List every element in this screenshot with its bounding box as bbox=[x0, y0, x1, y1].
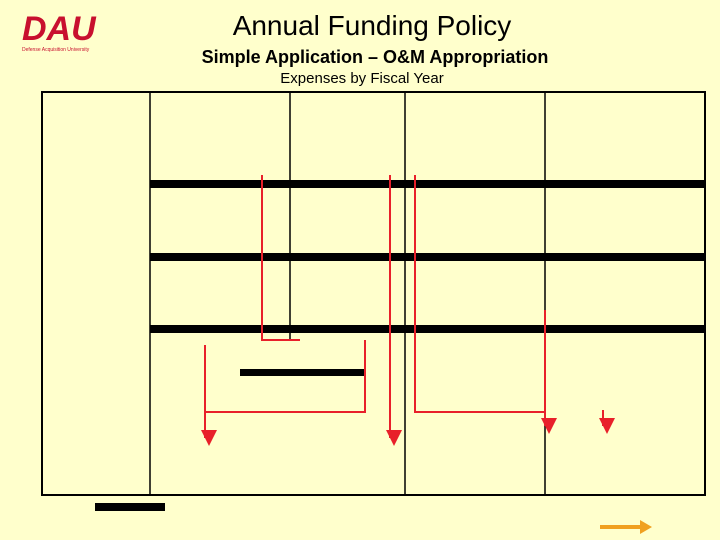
red-lines bbox=[201, 175, 615, 446]
subtitle: Simple Application – O&M Appropriation bbox=[201, 47, 549, 67]
logo: DAU bbox=[22, 10, 96, 48]
title: Annual Funding Policy bbox=[232, 10, 512, 41]
column-lines bbox=[149, 92, 546, 495]
frame bbox=[41, 91, 706, 496]
period-bars bbox=[95, 180, 705, 511]
caption: Expenses by Fiscal Year bbox=[280, 70, 444, 87]
logo-caption: Defense Acquisition University bbox=[22, 47, 90, 53]
arrow-icon bbox=[600, 520, 652, 534]
